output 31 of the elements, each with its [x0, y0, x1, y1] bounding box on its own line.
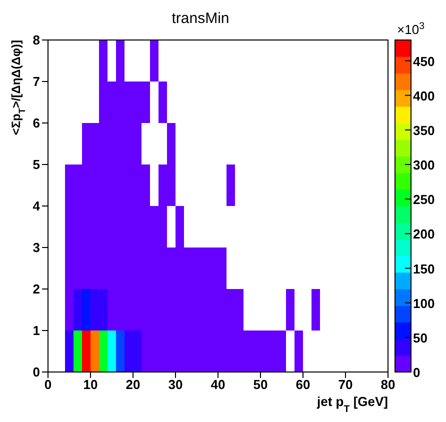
x-tick-label: 60 [296, 377, 310, 392]
x-tick-label: 20 [126, 377, 140, 392]
color-bar-label: 50 [413, 330, 428, 346]
y-tick-label: 8 [32, 32, 40, 48]
y-tick-label: 7 [32, 74, 40, 90]
y-tick-label: 3 [32, 240, 40, 256]
y-tick-label: 2 [32, 282, 40, 297]
y-tick-label: 6 [32, 116, 40, 131]
y-tick-label: 5 [32, 157, 40, 172]
x-tick-label: 30 [168, 377, 183, 392]
x-tick-label: 50 [253, 377, 268, 392]
x-axis-title: jet p$_{T}$ [GeV] [316, 394, 388, 414]
chart-title: transMin [170, 10, 230, 27]
y-tick-label: 4 [32, 198, 41, 214]
y-tick-label: 1 [32, 323, 40, 338]
x-tick-label: 80 [380, 377, 396, 392]
x-tick-label: 40 [210, 377, 226, 392]
x-tick-label: 0 [44, 377, 52, 392]
color-bar-label: 450 [413, 54, 435, 69]
color-bar-label: 400 [413, 88, 435, 104]
color-bar-label: 300 [413, 158, 435, 172]
color-bar-label: 0 [413, 365, 420, 380]
color-bar-label: 100 [413, 296, 435, 311]
color-bar-label: 350 [413, 122, 435, 138]
x-tick-label: 70 [338, 377, 353, 392]
color-bar-title: ×10$^{3}$ [397, 20, 424, 37]
color-bar-label: 250 [413, 192, 435, 208]
x-tick-label: 10 [83, 377, 98, 392]
color-bar-label: 150 [413, 261, 435, 276]
y-tick-label: 0 [32, 364, 40, 380]
color-bar-label: 200 [413, 226, 435, 242]
